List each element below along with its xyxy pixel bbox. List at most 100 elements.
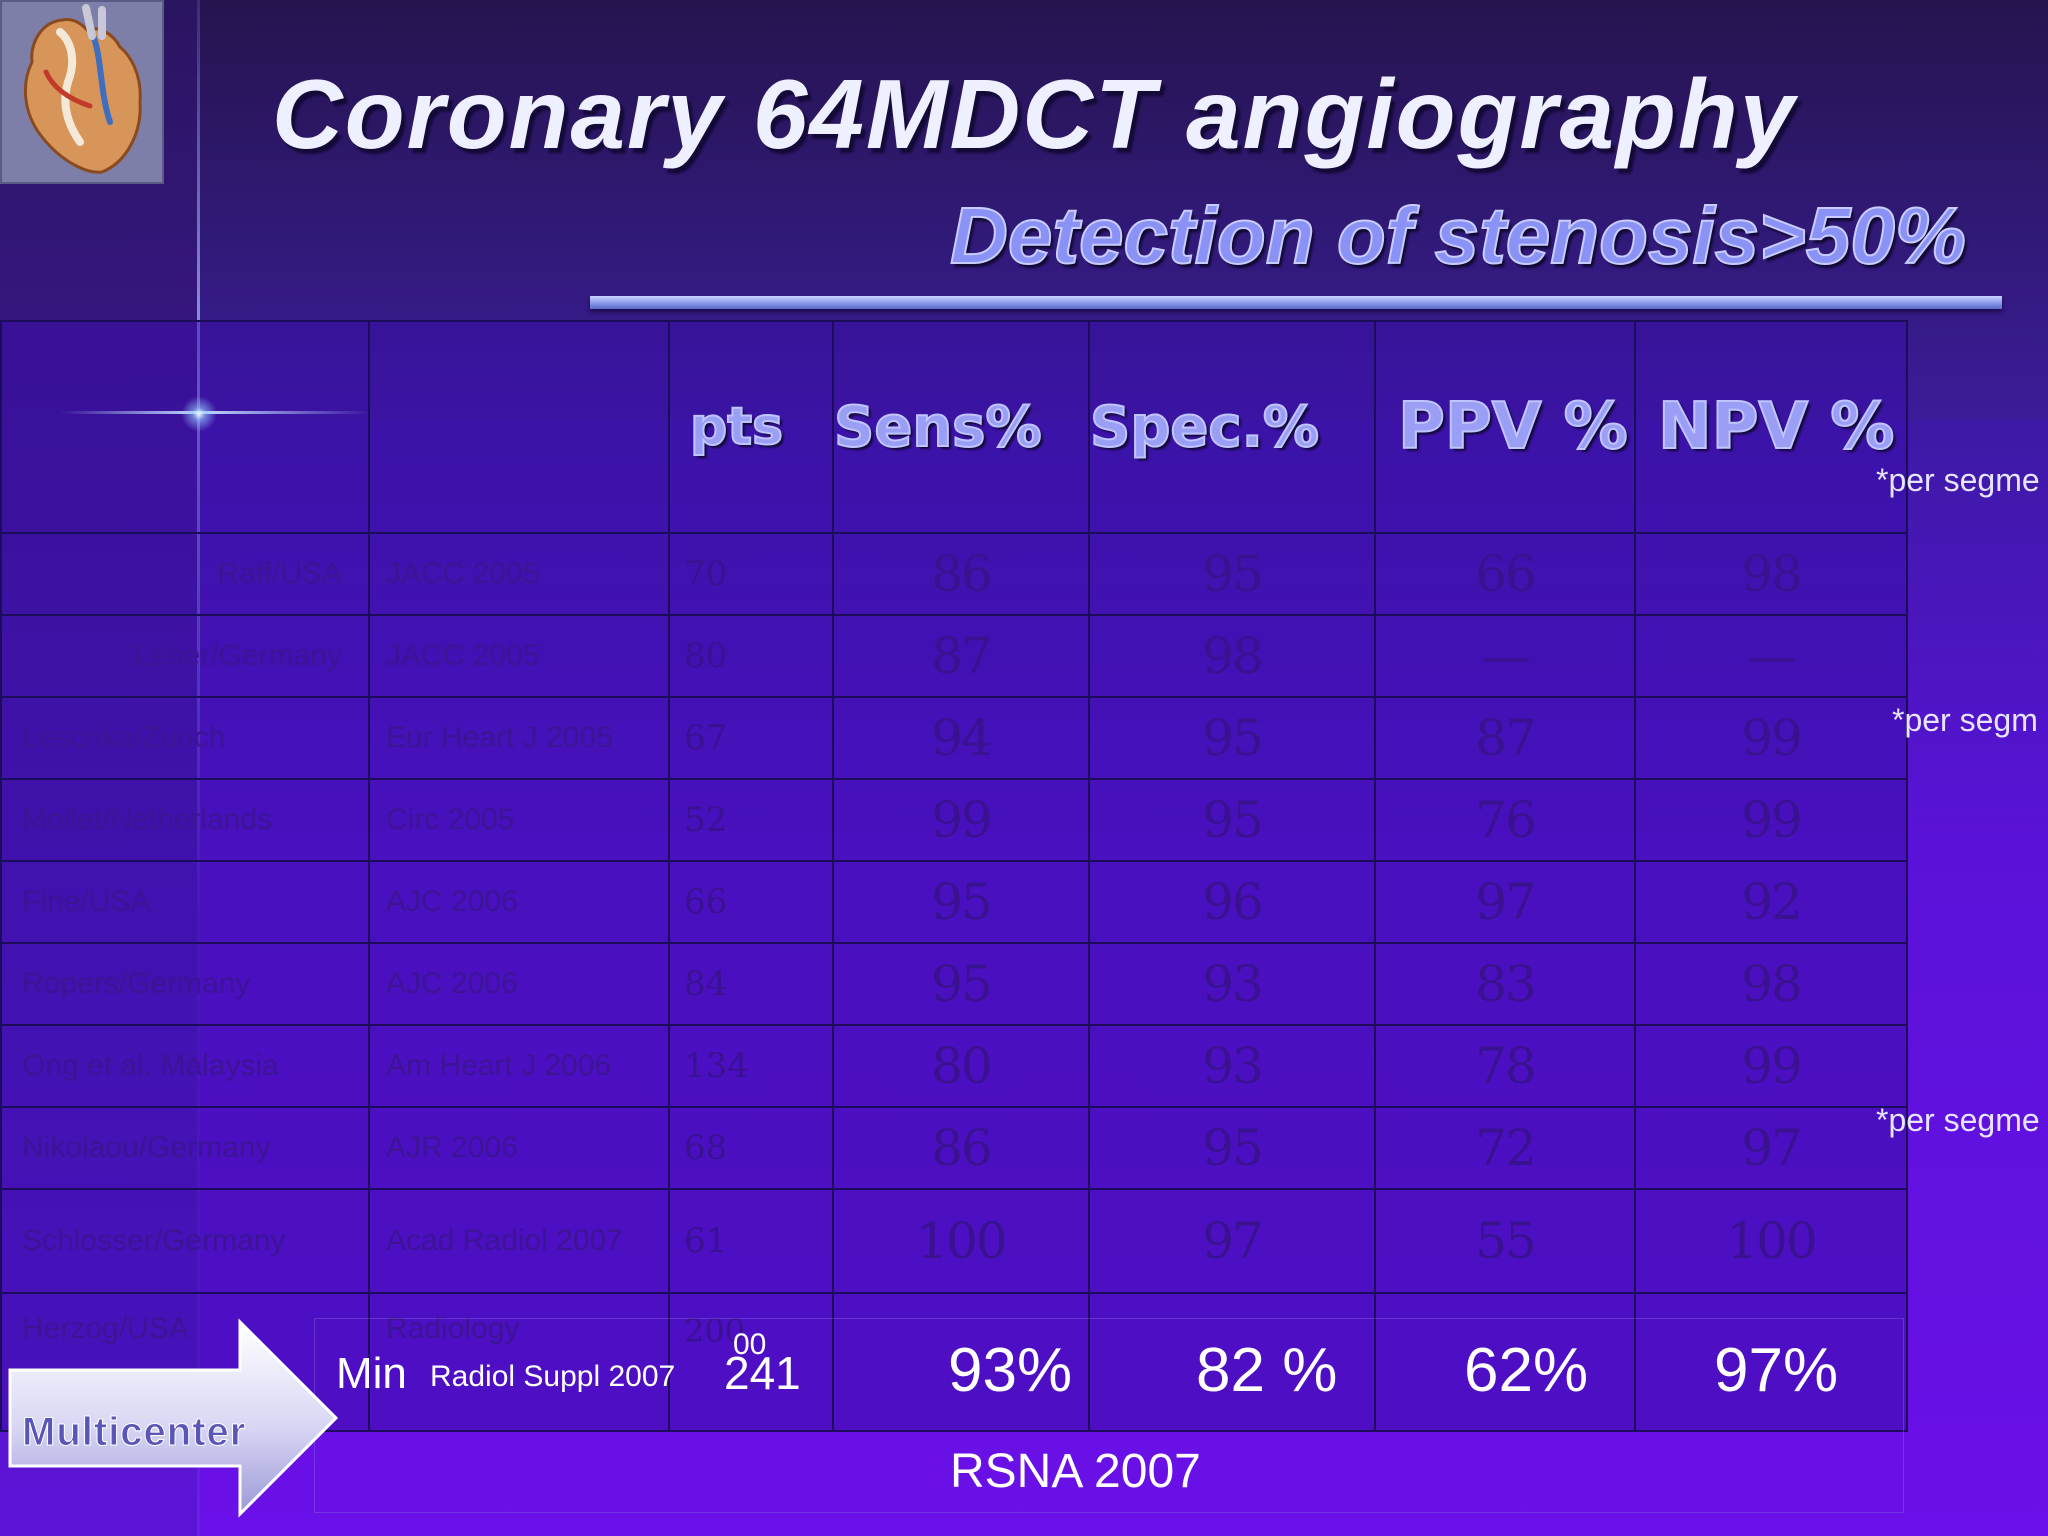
table-row: Fine/USA AJC 2006 66 95 96 97 92: [0, 860, 1908, 944]
cell-author: Leschka/Zurich: [0, 696, 370, 780]
summary-pts: 241: [724, 1347, 801, 1399]
cell-npv: —: [1634, 614, 1908, 698]
per-segment-note: *per segme: [1876, 1102, 2040, 1138]
cell-spec: 97: [1088, 1188, 1376, 1294]
table-row: Raff/USA JACC 2005 70 86 95 66 98: [0, 532, 1908, 616]
results-table: pts Sens% Spec.% PPV % NPV % Raff/USA JA…: [0, 320, 1908, 1432]
cell-sens: 95: [832, 860, 1090, 944]
cell-spec: 95: [1088, 778, 1376, 862]
slide-subtitle: Detection of stenosis>50%: [949, 190, 1967, 281]
cell-spec: 98: [1088, 614, 1376, 698]
cell-npv: 100: [1634, 1188, 1908, 1294]
cell-ppv: 76: [1374, 778, 1636, 862]
cell-author: Leber/Germany: [0, 614, 370, 698]
cell-journal: Acad Radiol 2007: [368, 1188, 670, 1294]
cell-pts: 70: [668, 532, 834, 616]
cell-author: Raff/USA: [0, 532, 370, 616]
summary-npv: 97%: [1714, 1336, 1839, 1405]
cell-ppv: [1374, 1292, 1636, 1432]
cell-pts: 61: [668, 1188, 834, 1294]
cell-sens: 100: [832, 1188, 1090, 1294]
cell-author: Nikolaou/Germany: [0, 1106, 370, 1190]
cell-sens: 94: [832, 696, 1090, 780]
cell-journal: Radiology: [368, 1292, 670, 1432]
heart-illustration-icon: [0, 0, 164, 184]
cell-pts: 134: [668, 1024, 834, 1108]
cell-pts: 80: [668, 614, 834, 698]
cell-npv: 99: [1634, 696, 1908, 780]
table-row: Leschka/Zurich Eur Heart J 2005 67 94 95…: [0, 696, 1908, 780]
multicenter-label: Multicenter: [21, 1410, 247, 1455]
table-header-row: pts Sens% Spec.% PPV % NPV %: [0, 320, 1908, 534]
decorative-star-icon: [181, 396, 217, 432]
cell-spec: 95: [1088, 696, 1376, 780]
cell-author: Ong et al. Malaysia: [0, 1024, 370, 1108]
cell-ppv: —: [1374, 614, 1636, 698]
cell-journal: JACC 2005: [368, 614, 670, 698]
cell-sens: [832, 1292, 1090, 1432]
cell-npv: 99: [1634, 1024, 1908, 1108]
table-row: Nikolaou/Germany AJR 2006 68 86 95 72 97: [0, 1106, 1908, 1190]
table-row: Schlosser/Germany Acad Radiol 2007 61 10…: [0, 1188, 1908, 1294]
table-row: Ong et al. Malaysia Am Heart J 2006 134 …: [0, 1024, 1908, 1108]
cell-author: Ropers/Germany: [0, 942, 370, 1026]
cell-journal: AJC 2006: [368, 860, 670, 944]
summary-source: Radiol Suppl 2007: [430, 1360, 676, 1393]
cell-ppv: 87: [1374, 696, 1636, 780]
cell-spec: 95: [1088, 1106, 1376, 1190]
arrow-right-icon: [8, 1318, 339, 1518]
cell-spec: 93: [1088, 1024, 1376, 1108]
cell-pts: 67: [668, 696, 834, 780]
table-row: Leber/Germany JACC 2005 80 87 98 — —: [0, 614, 1908, 698]
summary-ppv: 62%: [1464, 1336, 1589, 1405]
cell-author: Mollet/Netherlands: [0, 778, 370, 862]
per-segment-note: *per segm: [1892, 702, 2038, 738]
cell-spec: 93: [1088, 942, 1376, 1026]
cell-sens: 95: [832, 942, 1090, 1026]
header-pts: pts: [668, 320, 834, 534]
cell-journal: Circ 2005: [368, 778, 670, 862]
cell-pts: 52: [668, 778, 834, 862]
table-row: Ropers/Germany AJC 2006 84 95 93 83 98: [0, 942, 1908, 1026]
header-author: [0, 320, 370, 534]
cell-spec: 96: [1088, 860, 1376, 944]
cell-author: Schlosser/Germany: [0, 1188, 370, 1294]
cell-journal: AJR 2006: [368, 1106, 670, 1190]
cell-journal: Eur Heart J 2005: [368, 696, 670, 780]
per-segment-note: *per segme: [1876, 462, 2040, 498]
cell-npv: 98: [1634, 942, 1908, 1026]
header-npv: NPV %: [1634, 320, 1908, 534]
header-ppv: PPV %: [1374, 320, 1636, 534]
table-row: Mollet/Netherlands Circ 2005 52 99 95 76…: [0, 778, 1908, 862]
header-sens: Sens%: [832, 320, 1090, 534]
table-row: Herzog/USA Radiology 200: [0, 1292, 1908, 1432]
cell-journal: AJC 2006: [368, 942, 670, 1026]
cell-npv: [1634, 1292, 1908, 1432]
cell-pts: 68: [668, 1106, 834, 1190]
cell-journal: JACC 2005: [368, 532, 670, 616]
cell-pts: 84: [668, 942, 834, 1026]
title-underline: [590, 296, 2002, 309]
heart-icon: [23, 4, 142, 174]
cell-ppv: 83: [1374, 942, 1636, 1026]
header-journal: [368, 320, 670, 534]
cell-pts: 66: [668, 860, 834, 944]
cell-sens: 86: [832, 532, 1090, 616]
cell-sens: 80: [832, 1024, 1090, 1108]
cell-npv: 97: [1634, 1106, 1908, 1190]
cell-author: Fine/USA: [0, 860, 370, 944]
summary-min-label: Min: [336, 1349, 407, 1398]
header-spec: Spec.%: [1088, 320, 1376, 534]
cell-sens: 86: [832, 1106, 1090, 1190]
cell-journal: Am Heart J 2006: [368, 1024, 670, 1108]
summary-sens: 93%: [948, 1336, 1073, 1405]
summary-spec: 82 %: [1196, 1336, 1338, 1405]
slide-title: Coronary 64MDCT angiography: [272, 59, 1797, 169]
cell-sens: 87: [832, 614, 1090, 698]
summary-pts-ghost: 00: [733, 1328, 767, 1361]
cell-ppv: 97: [1374, 860, 1636, 944]
cell-ppv: 55: [1374, 1188, 1636, 1294]
cell-ppv: 72: [1374, 1106, 1636, 1190]
cell-sens: 99: [832, 778, 1090, 862]
cell-npv: 98: [1634, 532, 1908, 616]
